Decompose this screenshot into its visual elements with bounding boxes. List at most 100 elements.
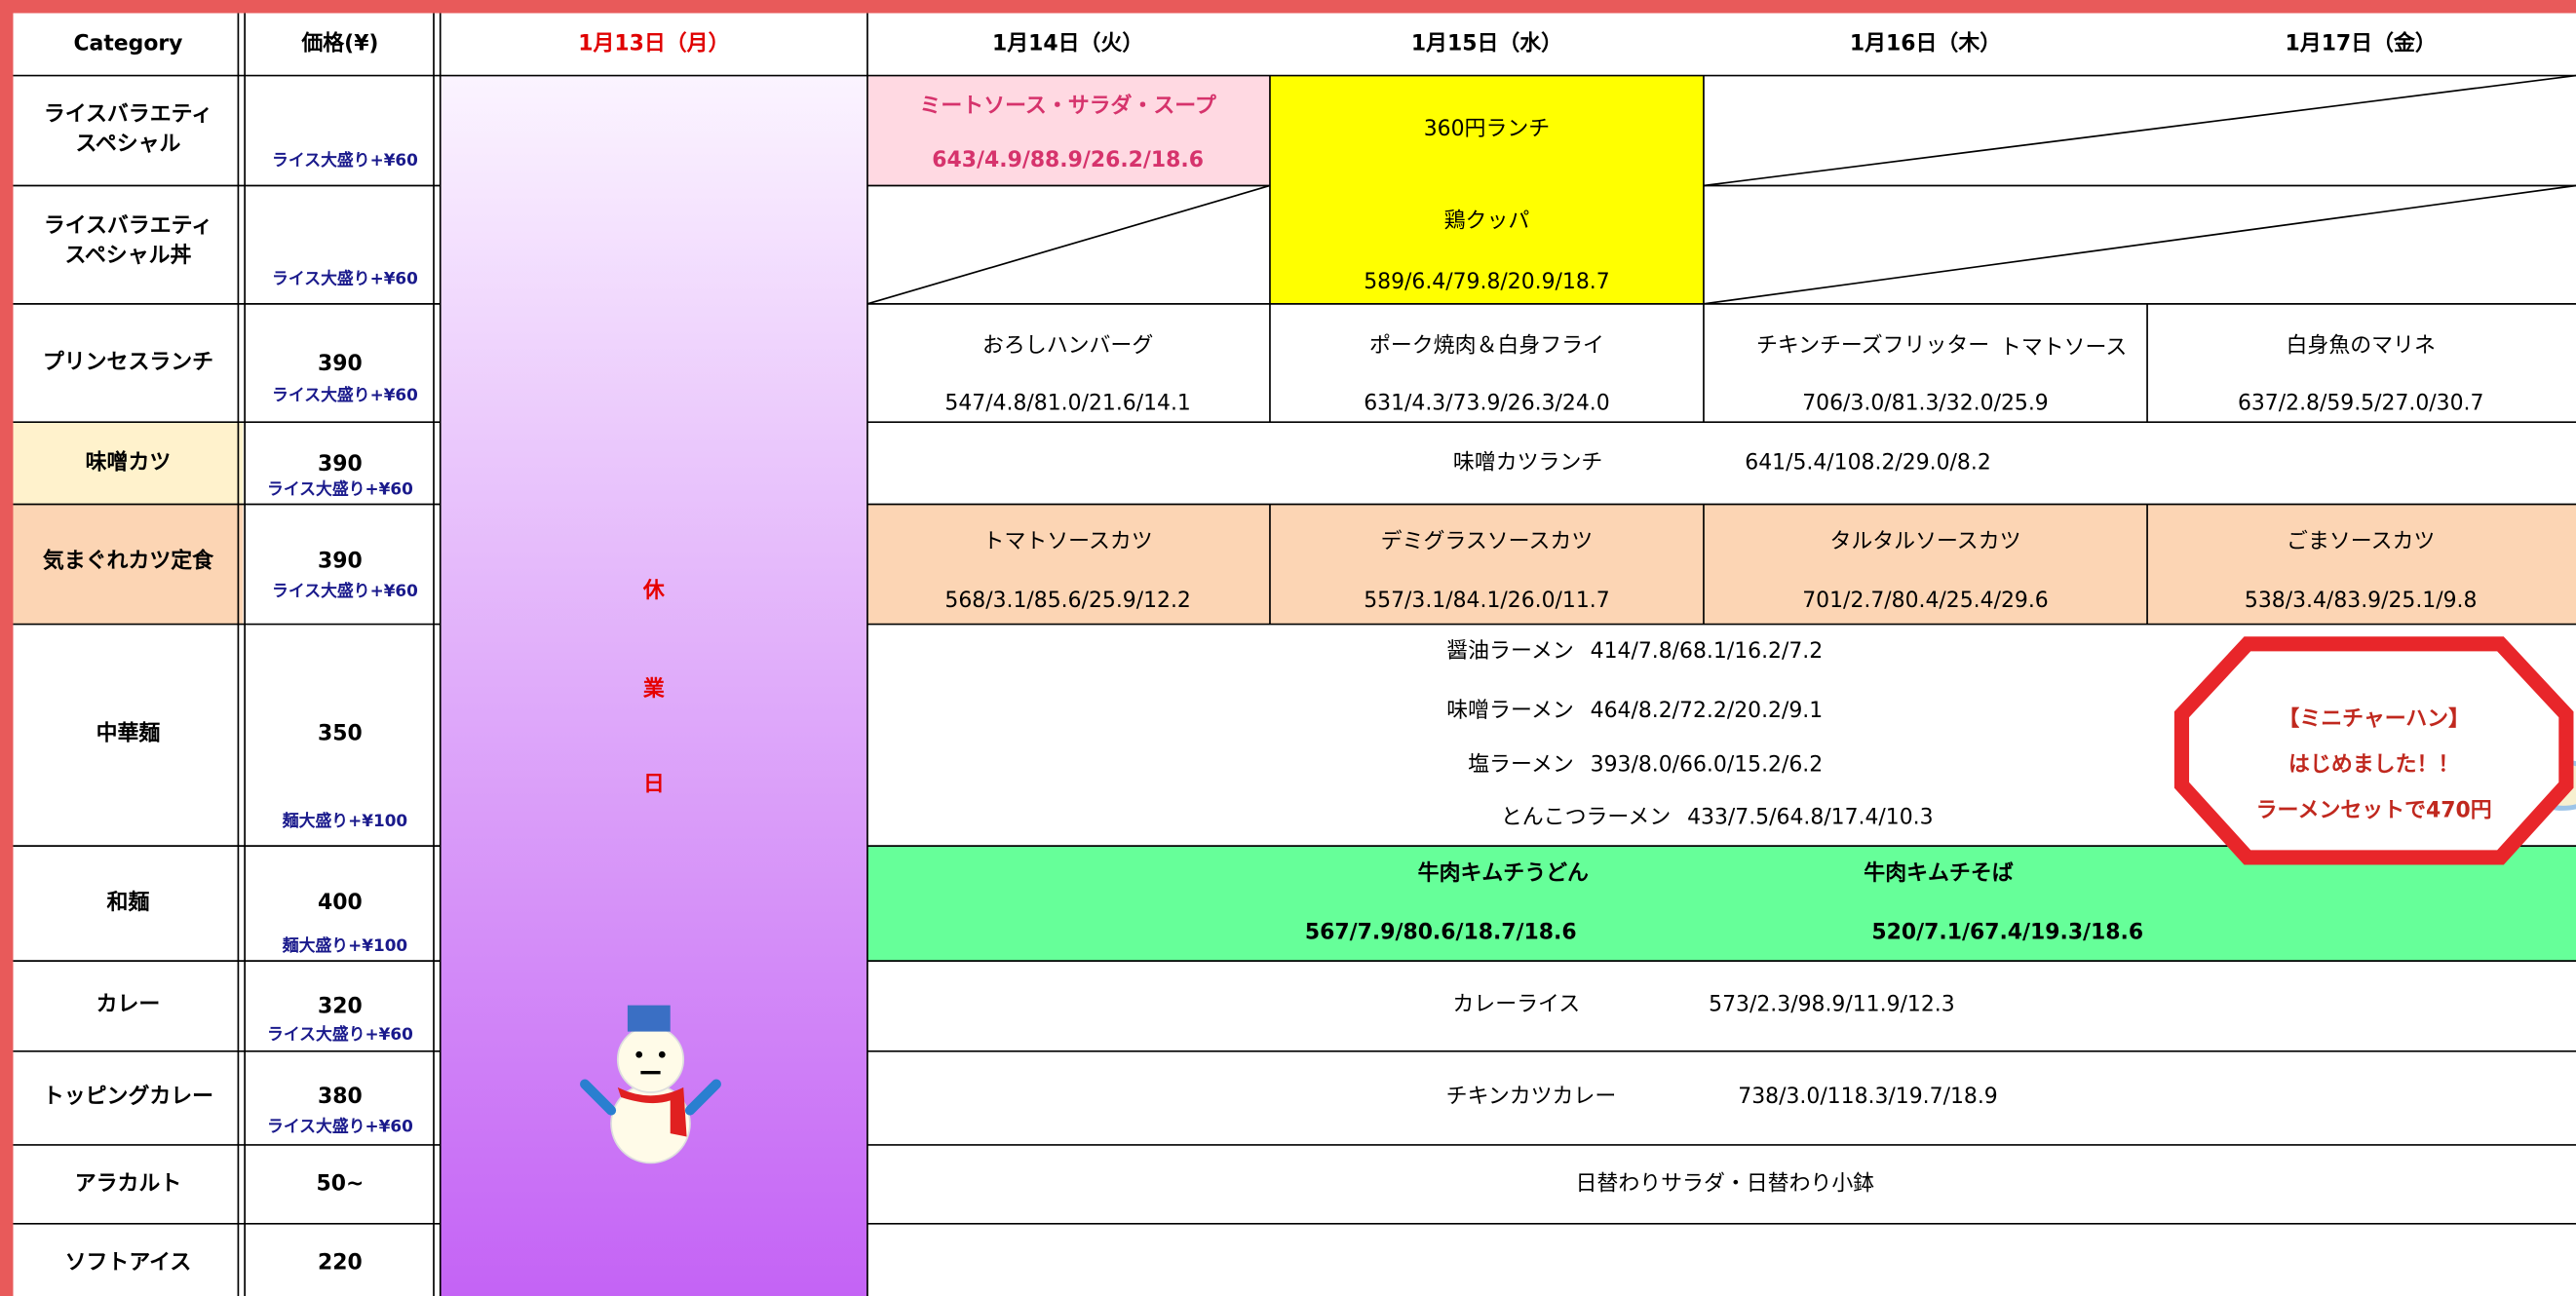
header: Category 価格(¥) 1月13日（月） 1月14日（火） 1月15日（水… [73,31,2436,57]
menu-name: ごまソースカツ [2287,529,2435,553]
category: アラカルト [75,1171,182,1196]
nutrition: 589/6.4/79.8/20.9/18.7 [1364,270,1609,294]
header-cell: 価格(¥) [300,31,378,57]
header-cell: 1月17日（金） [2286,31,2437,57]
closed-text: 休 [642,578,666,603]
nutrition: 557/3.1/84.1/26.0/11.7 [1364,589,1609,613]
menu-name: チキンカツカレー [1446,1085,1617,1109]
nutrition: 701/2.7/80.4/25.4/29.6 [1802,589,2048,613]
category: スペシャル [75,132,180,156]
menu-name: トマトソース [2000,335,2127,360]
menu-name: トマトソースカツ [983,529,1153,553]
menu-name: とんこつラーメン [1501,805,1671,829]
cell-bg [866,846,2576,962]
snowman [580,1005,721,1164]
nutrition: 393/8.0/66.0/15.2/6.2 [1591,753,1824,778]
nutrition: 433/7.5/64.8/17.4/10.3 [1687,805,1933,829]
header-cell: Category [73,32,182,57]
nutrition: 547/4.8/81.0/21.6/14.1 [944,392,1190,416]
category: ライスバラエティ [44,102,212,127]
price: 390 [318,550,363,574]
menu-name: カレーライス [1452,993,1580,1017]
cell-bg [1269,75,1704,304]
menu-name: 鶏クッパ [1444,210,1530,234]
nutrition: 568/3.1/85.6/25.9/12.2 [944,589,1190,613]
cell-bg [13,422,244,505]
menu-name: おろしハンバーグ [982,334,1153,359]
cell-bg [866,504,2576,625]
price-note: ライス大盛り+¥60 [267,1024,413,1044]
price: 380 [318,1085,363,1109]
badge-text: ラーメンセットで470円 [2256,799,2492,823]
menu-name: 味噌カツランチ [1453,450,1602,475]
category: 中華麺 [96,720,161,745]
nutrition: 631/4.3/73.9/26.3/24.0 [1364,392,1609,416]
category: プリンセスランチ [43,351,213,375]
category: スペシャル丼 [65,244,192,268]
nutrition: 641/5.4/108.2/29.0/8.2 [1745,450,1990,475]
category: ソフトアイス [65,1250,192,1275]
menu-name: デミグラスソースカツ [1381,529,1594,553]
price-note: ライス大盛り+¥60 [272,150,418,170]
price: 50~ [316,1171,364,1196]
top-bar [0,0,2576,14]
price: 390 [318,352,363,376]
price: 400 [318,891,363,915]
cell-bg [866,75,1270,186]
badge-text: はじめました！！ [2288,753,2459,778]
menu-name: チキンチーズフリッター [1756,334,1989,359]
header-cell: 1月15日（水） [1411,32,1562,57]
nutrition: 414/7.8/68.1/16.2/7.2 [1591,639,1824,664]
price: 320 [318,994,363,1018]
price-note: ライス大盛り+¥60 [267,478,413,498]
nutrition: 738/3.0/118.3/19.7/18.9 [1738,1085,1997,1109]
nutrition: 567/7.9/80.6/18.7/18.6 [1305,920,1577,944]
menu-title: 360円ランチ [1424,117,1550,141]
menu-name: 味噌ラーメン [1446,699,1574,723]
cell-bg [13,504,244,625]
category: 味噌カツ [86,449,172,475]
categories: ライスバラエティ スペシャル ライス大盛り+¥60 ライスバラエティ スペシャル… [43,102,418,1275]
price: 390 [318,452,363,476]
closed-text: 日 [643,772,665,797]
menu: ミートソース・サラダ・スープ 643/4.9/88.9/26.2/18.6 36… [919,94,2483,1197]
category: 気まぐれカツ定食 [43,549,214,574]
menu-name: 日替わりサラダ・日替わり小鉢 [1576,1171,1875,1196]
category: カレー [96,993,161,1017]
header-cell: 1月13日（月） [578,32,729,57]
nutrition: 637/2.8/59.5/27.0/30.7 [2238,392,2483,416]
nutrition: 464/8.2/72.2/20.2/9.1 [1591,699,1824,723]
menu-name: ミートソース・サラダ・スープ [919,94,1215,119]
menu-name: ポーク焼肉＆白身フライ [1369,334,1604,359]
category: 和麺 [107,890,150,915]
menu-name: タルタルソースカツ [1829,529,2020,553]
price-note: 麺大盛り+¥100 [282,935,407,955]
menu-name: 塩ラーメン [1468,753,1574,778]
menu-name: 白身魚のマリネ [2287,334,2436,359]
menu-name: 牛肉キムチうどん [1418,860,1589,886]
closed-day: 休 業 日 [642,578,666,797]
header-cell: 1月16日（木） [1850,32,2001,57]
header-cell: 1月14日（火） [992,32,1143,57]
price-note: ライス大盛り+¥60 [272,269,418,288]
price: 220 [318,1250,363,1275]
category: トッピングカレー [43,1084,213,1109]
nutrition: 706/3.0/81.3/32.0/25.9 [1802,392,2048,416]
price-note: ライス大盛り+¥60 [267,1116,413,1135]
badge: 【ミニチャーハン】 はじめました！！ ラーメンセットで470円 [2173,636,2576,865]
nutrition: 643/4.9/88.9/26.2/18.6 [932,148,1204,172]
price: 350 [318,721,363,745]
menu-name: 醤油ラーメン [1446,639,1574,664]
left-bar [0,0,14,1296]
price-note: ライス大盛り+¥60 [272,581,418,600]
nutrition: 538/3.4/83.9/25.1/9.8 [2245,589,2478,613]
menu-name: 牛肉キムチそば [1864,860,2013,886]
price-note: 麺大盛り+¥100 [282,811,407,830]
closed-text: 業 [642,676,665,702]
nutrition: 573/2.3/98.9/11.9/12.3 [1709,993,1954,1017]
badge-text: 【ミニチャーハン】 [2278,706,2469,731]
category: ライスバラエティ [44,214,212,239]
price-note: ライス大盛り+¥60 [272,385,418,404]
